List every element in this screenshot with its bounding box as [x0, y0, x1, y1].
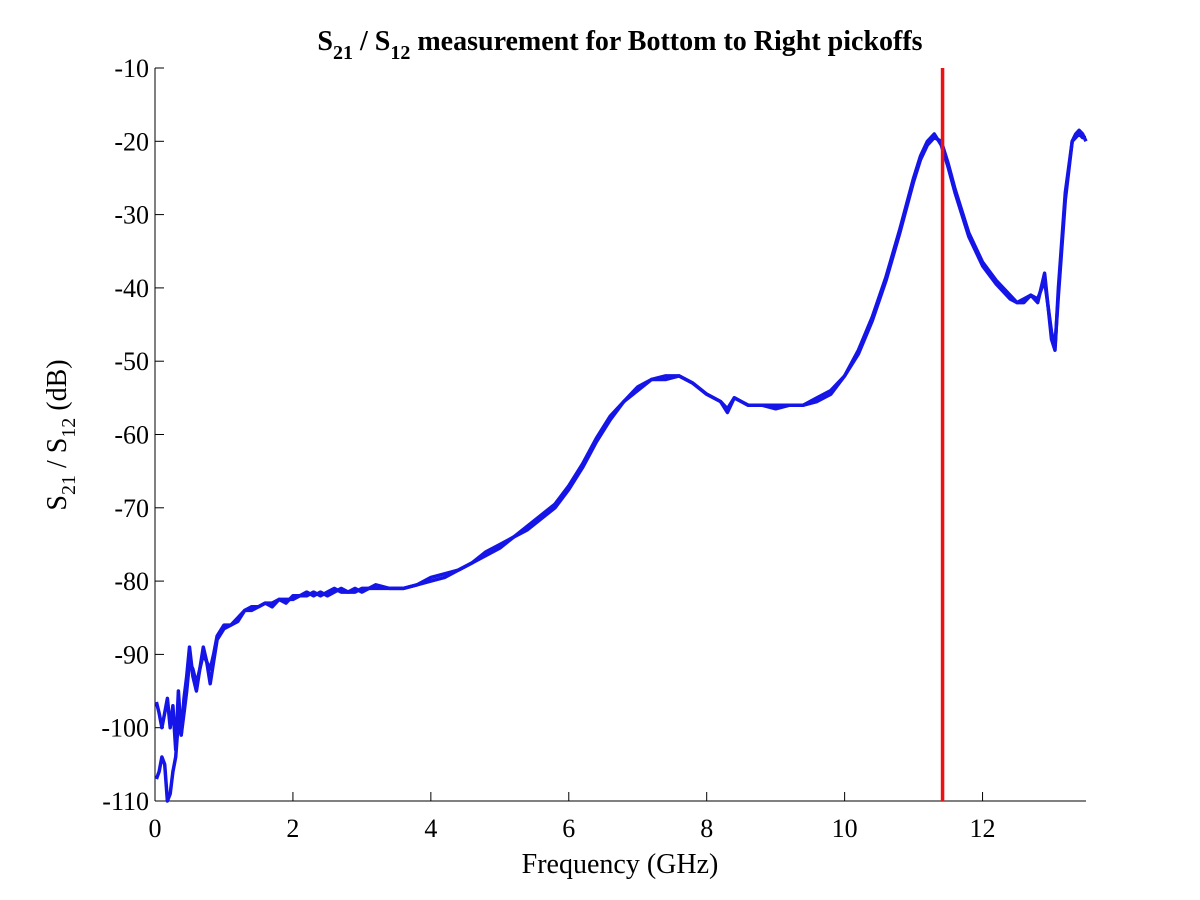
plot-area: 0 2 4 6 8 10 12 -10 -20 -30 -40 -50 -60 -70 -80 -90 -100…: [101, 54, 1088, 843]
chart-title: S21 / S12 measurement for Bottom to Righ…: [317, 26, 922, 64]
x-tick-label: 12: [970, 814, 996, 843]
y-tick-label: -70: [114, 494, 149, 523]
y-tick-label: -80: [114, 567, 149, 596]
x-tick-label: 0: [149, 814, 162, 843]
y-tick-label: -100: [101, 714, 149, 743]
x-axis-title: Frequency (GHz): [522, 849, 719, 880]
x-tick-label: 4: [424, 814, 437, 843]
x-tick-label: 2: [286, 814, 299, 843]
y-tick-label: -110: [102, 787, 149, 816]
y-tick-label: -90: [114, 640, 149, 669]
series-line-2: [154, 128, 1088, 803]
y-tick-label: -30: [114, 201, 149, 230]
y-tick-label: -60: [114, 421, 149, 450]
y-tick-label: -20: [114, 127, 149, 156]
x-tick-label: 8: [700, 814, 713, 843]
y-tick-label: -50: [114, 347, 149, 376]
y-tick-label: -10: [114, 54, 149, 83]
x-tick-label: 6: [562, 814, 575, 843]
series-line-1: [154, 132, 1086, 752]
y-tick-label: -40: [114, 274, 149, 303]
x-tick-label: 10: [832, 814, 858, 843]
y-axis-title: S21 / S12 (dB): [42, 359, 80, 510]
